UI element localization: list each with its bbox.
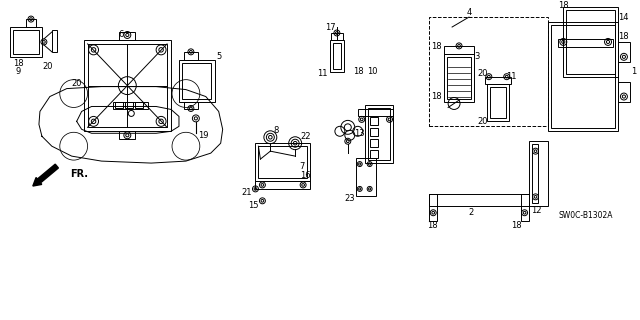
Bar bbox=[84, 40, 171, 131]
Bar bbox=[520, 194, 529, 221]
Text: SW0C-B1302A: SW0C-B1302A bbox=[558, 211, 613, 220]
Bar bbox=[558, 39, 613, 47]
Bar bbox=[532, 144, 538, 203]
Bar bbox=[487, 84, 509, 121]
Text: 18: 18 bbox=[427, 221, 438, 230]
Bar bbox=[370, 117, 378, 125]
Text: 14: 14 bbox=[618, 12, 628, 21]
Text: 10: 10 bbox=[367, 67, 378, 76]
Bar bbox=[13, 30, 39, 54]
Bar bbox=[444, 46, 474, 54]
Bar bbox=[330, 40, 344, 72]
Text: 6: 6 bbox=[118, 30, 124, 39]
Bar bbox=[259, 146, 307, 178]
Bar bbox=[529, 141, 548, 206]
Bar bbox=[370, 139, 378, 147]
Bar bbox=[115, 102, 124, 108]
Bar bbox=[255, 143, 310, 181]
Bar bbox=[333, 43, 341, 69]
Text: 18: 18 bbox=[618, 32, 628, 42]
Bar bbox=[255, 181, 310, 189]
Text: 23: 23 bbox=[344, 194, 355, 203]
Bar bbox=[618, 82, 630, 101]
Text: 17: 17 bbox=[324, 22, 335, 31]
Text: 8: 8 bbox=[274, 126, 279, 135]
Text: 4: 4 bbox=[467, 8, 472, 17]
Text: 13: 13 bbox=[355, 129, 365, 138]
Text: 21: 21 bbox=[241, 188, 252, 197]
Bar bbox=[331, 33, 343, 40]
Text: 1: 1 bbox=[631, 67, 636, 76]
Text: 18: 18 bbox=[558, 1, 568, 10]
Text: 18: 18 bbox=[353, 67, 364, 76]
Bar bbox=[548, 22, 618, 131]
Text: 20: 20 bbox=[477, 117, 488, 126]
Bar bbox=[367, 108, 390, 160]
Text: 3: 3 bbox=[474, 52, 479, 61]
Text: FR.: FR. bbox=[70, 169, 88, 179]
Bar bbox=[125, 102, 133, 108]
Bar bbox=[429, 17, 548, 126]
Bar bbox=[182, 63, 211, 99]
Bar bbox=[88, 44, 167, 127]
Text: 18: 18 bbox=[511, 221, 522, 230]
Bar bbox=[365, 106, 392, 163]
FancyArrow shape bbox=[33, 164, 58, 186]
Bar bbox=[184, 52, 198, 60]
Bar bbox=[563, 7, 618, 77]
Bar bbox=[566, 10, 615, 74]
Bar bbox=[356, 158, 376, 196]
Text: 7: 7 bbox=[300, 162, 305, 171]
Bar bbox=[447, 57, 471, 99]
Text: 20: 20 bbox=[72, 79, 82, 88]
Bar bbox=[444, 54, 474, 101]
Bar bbox=[429, 194, 529, 206]
Bar bbox=[184, 101, 198, 109]
Text: 11: 11 bbox=[506, 72, 517, 81]
Text: 16: 16 bbox=[300, 172, 310, 180]
Bar bbox=[358, 109, 392, 116]
Text: 22: 22 bbox=[301, 132, 311, 141]
Text: 12: 12 bbox=[531, 206, 541, 215]
Bar bbox=[10, 27, 42, 57]
Bar bbox=[490, 87, 506, 118]
Text: 18: 18 bbox=[431, 42, 442, 52]
Text: 15: 15 bbox=[248, 201, 259, 210]
Text: 5: 5 bbox=[216, 52, 221, 61]
Bar bbox=[370, 150, 378, 158]
Bar bbox=[429, 194, 437, 221]
Bar bbox=[552, 25, 615, 128]
Bar bbox=[618, 42, 630, 62]
Bar bbox=[135, 102, 143, 108]
Bar bbox=[485, 77, 511, 84]
Text: 18: 18 bbox=[13, 59, 24, 68]
Bar bbox=[52, 30, 57, 52]
Text: 18: 18 bbox=[431, 92, 442, 101]
Bar bbox=[120, 131, 135, 139]
Text: 19: 19 bbox=[198, 131, 209, 140]
Text: 11: 11 bbox=[317, 69, 327, 78]
Text: 20: 20 bbox=[477, 69, 488, 78]
Bar bbox=[370, 128, 378, 136]
Text: 20: 20 bbox=[43, 62, 53, 71]
Text: 9: 9 bbox=[15, 67, 20, 76]
Bar bbox=[113, 101, 148, 109]
Text: 2: 2 bbox=[468, 208, 474, 217]
Bar bbox=[120, 32, 135, 40]
Bar bbox=[26, 19, 36, 27]
Bar bbox=[179, 60, 215, 101]
